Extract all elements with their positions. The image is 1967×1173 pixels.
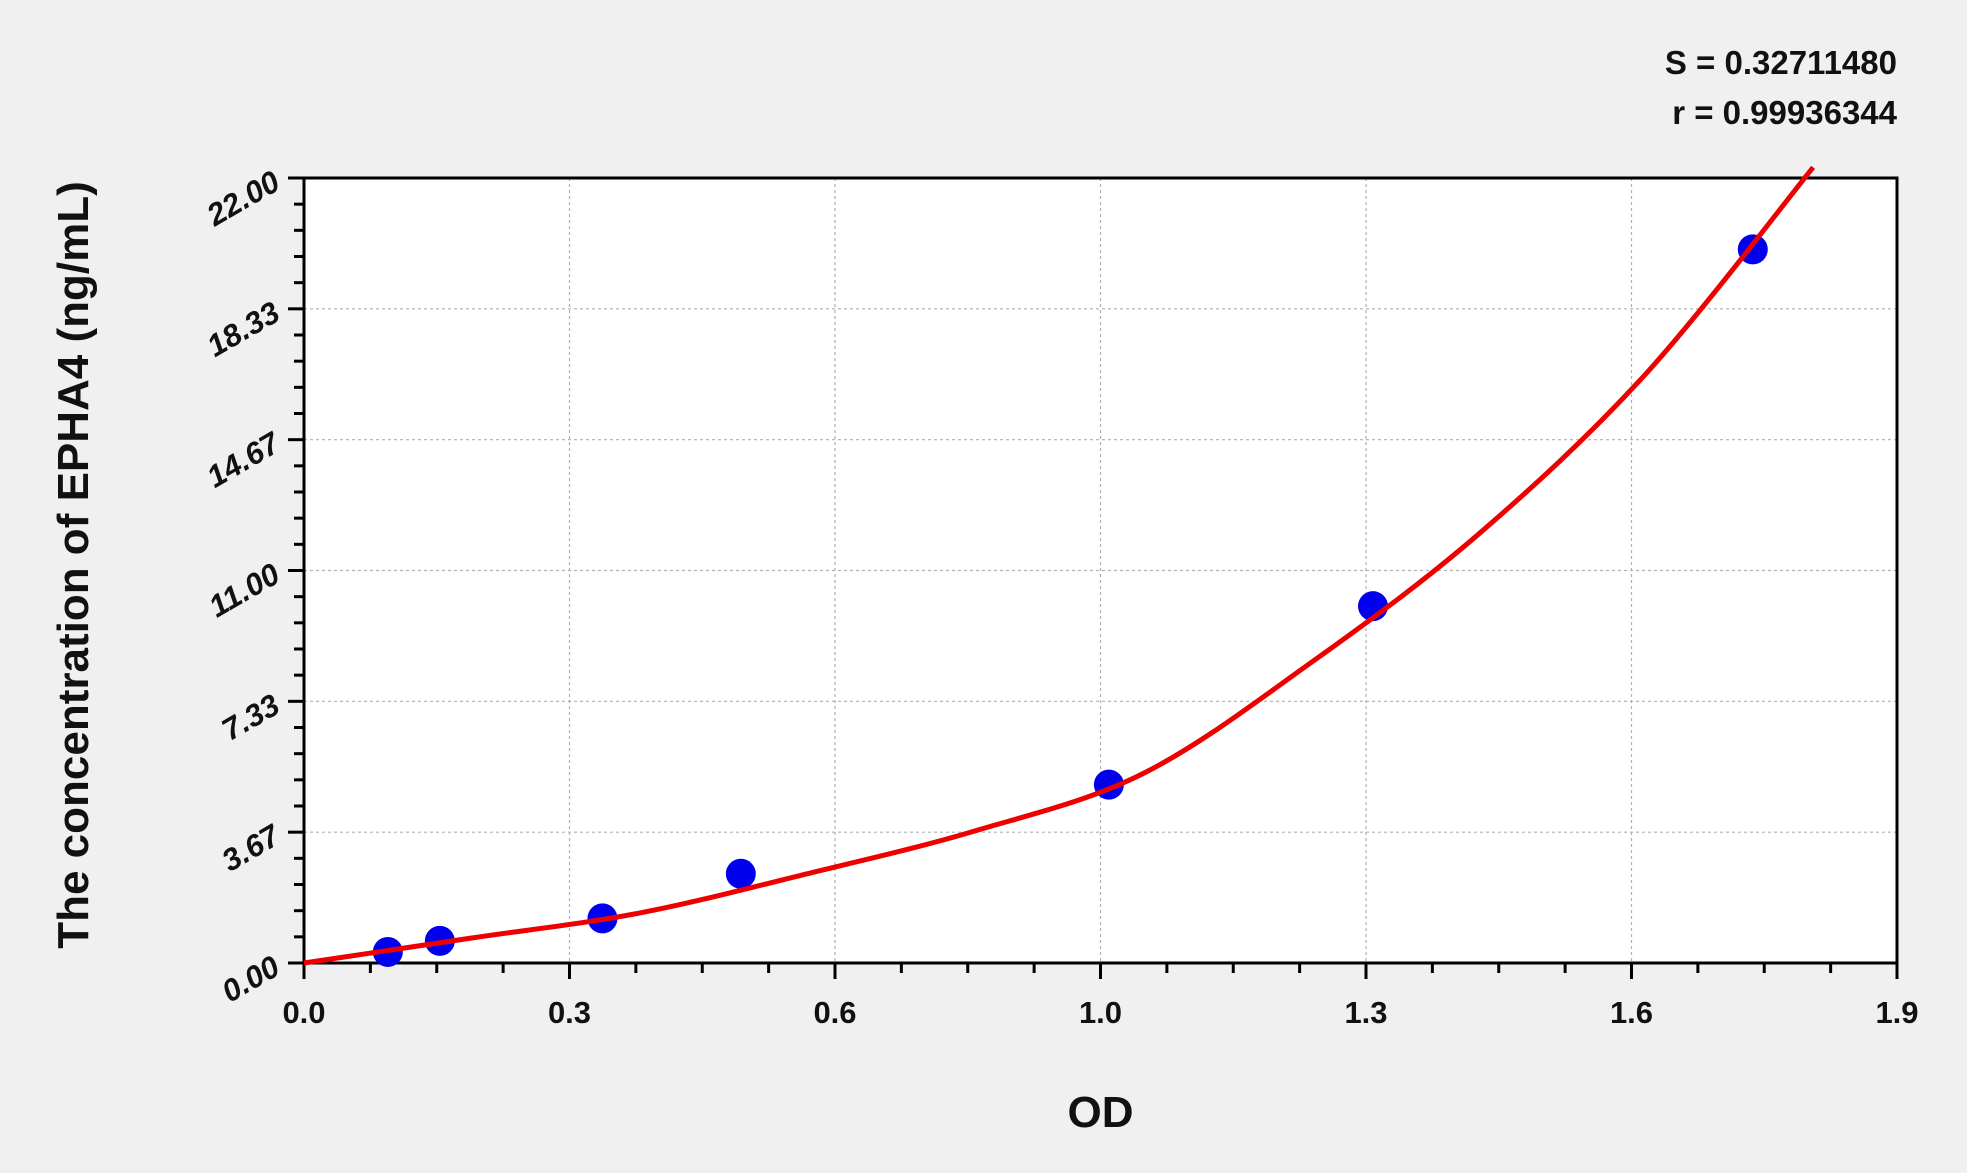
y-tick-label: 18.33 bbox=[201, 295, 286, 364]
y-axis-title: The concentration of EPHA4 (ng/mL) bbox=[49, 181, 98, 949]
x-tick-label: 0.3 bbox=[548, 995, 591, 1030]
y-tick-label: 11.00 bbox=[203, 556, 286, 624]
x-tick-label: 1.6 bbox=[1610, 995, 1653, 1030]
r-annotation: r = 0.99936344 bbox=[1672, 94, 1897, 131]
s-annotation: S = 0.32711480 bbox=[1664, 44, 1897, 81]
y-tick-label: 3.67 bbox=[216, 817, 287, 878]
data-point bbox=[725, 858, 756, 889]
y-tick-label: 14.67 bbox=[201, 425, 287, 495]
y-tick-label: 0.00 bbox=[216, 949, 286, 1009]
x-tick-label: 1.9 bbox=[1875, 995, 1918, 1030]
x-tick-label: 1.0 bbox=[1079, 995, 1122, 1030]
x-axis-title: OD bbox=[1068, 1088, 1134, 1137]
x-tick-label: 1.3 bbox=[1344, 995, 1387, 1030]
x-tick-label: 0.6 bbox=[813, 995, 856, 1030]
x-tick-label: 0.0 bbox=[282, 995, 325, 1030]
y-tick-label: 7.33 bbox=[216, 687, 286, 747]
fit-curve bbox=[303, 165, 1816, 966]
y-tick-label: 22.00 bbox=[200, 164, 286, 234]
